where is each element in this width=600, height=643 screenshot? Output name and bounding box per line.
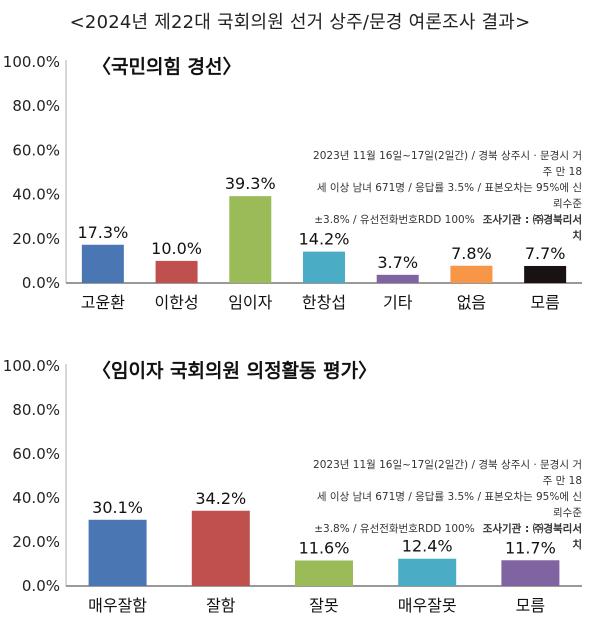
bar xyxy=(81,244,124,283)
y-tick-label: 40.0% xyxy=(12,186,60,204)
data-label: 7.8% xyxy=(451,244,492,263)
bar xyxy=(376,274,419,283)
bar xyxy=(398,558,457,586)
y-tick-label: 60.0% xyxy=(12,445,60,463)
survey-note-line: 세 이상 남녀 671명 / 응답률 3.5% / 표본오차는 95%에 신뢰수… xyxy=(316,491,582,519)
category-label: 매우잘못 xyxy=(398,596,457,615)
data-label: 39.3% xyxy=(225,174,276,193)
category-label: 모름 xyxy=(516,596,545,615)
survey-note-line: 2023년 11월 16일~17일(2일간) / 경북 상주시 · 문경시 거주… xyxy=(313,150,582,178)
data-label: 30.1% xyxy=(92,498,143,517)
survey-note: 2023년 11월 16일~17일(2일간) / 경북 상주시 · 문경시 거주… xyxy=(312,457,582,553)
bar xyxy=(501,560,560,586)
chart-primary-election: 0.0% 20.0% 40.0% 60.0% 80.0% 100.0% 17.3% 고윤환 10… xyxy=(0,40,600,330)
category-label: 매우잘함 xyxy=(88,596,147,615)
y-tick-label: 40.0% xyxy=(12,489,60,507)
y-tick-label: 20.0% xyxy=(12,533,60,551)
y-tick-label: 0.0% xyxy=(22,274,60,292)
category-label: 잘못 xyxy=(309,596,338,615)
bar xyxy=(155,260,198,283)
survey-note: 2023년 11월 16일~17일(2일간) / 경북 상주시 · 문경시 거주… xyxy=(312,148,582,244)
category-label: 고윤환 xyxy=(81,293,125,312)
y-tick-label: 80.0% xyxy=(12,97,60,115)
y-tick-label: 80.0% xyxy=(12,401,60,419)
data-label: 7.7% xyxy=(525,244,566,263)
category-label: 없음 xyxy=(457,293,486,312)
chart-performance-evaluation-svg: 0.0% 20.0% 40.0% 60.0% 80.0% 100.0% 30.1% 매우잘함 3… xyxy=(3,357,582,615)
category-label: 모름 xyxy=(530,293,559,312)
bar xyxy=(191,510,250,586)
category-label: 이한성 xyxy=(154,293,198,312)
data-label: 14.2% xyxy=(299,230,350,249)
category-label: 기타 xyxy=(383,293,413,312)
bar xyxy=(88,519,147,586)
survey-note-line-last: ±3.8% / 유선전화번호RDD 100% 조사기관 : ㈜경북리서치 xyxy=(312,521,582,553)
y-tick-label: 100.0% xyxy=(3,357,60,375)
data-label: 3.7% xyxy=(377,253,418,272)
survey-agency: 조사기관 : ㈜경북리서치 xyxy=(482,523,582,551)
chart-title: 〈국민의힘 경선〉 xyxy=(92,56,242,78)
data-label: 34.2% xyxy=(195,489,246,508)
bar xyxy=(303,251,345,283)
survey-note-line: ±3.8% / 유선전화번호RDD 100% xyxy=(314,214,475,226)
survey-note-line: 세 이상 남녀 671명 / 응답률 3.5% / 표본오차는 95%에 신뢰수… xyxy=(316,182,582,210)
data-label: 12.4% xyxy=(402,537,453,556)
survey-note-line: ±3.8% / 유선전화번호RDD 100% xyxy=(314,523,475,535)
chart-performance-evaluation: 0.0% 20.0% 40.0% 60.0% 80.0% 100.0% 30.1% 매우잘함 3… xyxy=(0,352,600,643)
survey-note-line: 2023년 11월 16일~17일(2일간) / 경북 상주시 · 문경시 거주… xyxy=(313,459,582,487)
survey-note-line-last: ±3.8% / 유선전화번호RDD 100% 조사기관 : ㈜경북리서치 xyxy=(312,212,582,244)
category-label: 임이자 xyxy=(228,293,272,312)
survey-agency: 조사기관 : ㈜경북리서치 xyxy=(482,214,582,242)
y-tick-label: 100.0% xyxy=(3,53,60,71)
data-label: 17.3% xyxy=(77,223,128,242)
y-tick-label: 20.0% xyxy=(12,230,60,248)
y-tick-label: 0.0% xyxy=(22,577,60,595)
data-label: 11.6% xyxy=(299,538,350,557)
data-label: 10.0% xyxy=(151,239,202,258)
chart-primary-election-svg: 0.0% 20.0% 40.0% 60.0% 80.0% 100.0% 17.3% 고윤환 10… xyxy=(3,53,582,312)
bar xyxy=(295,560,353,586)
bar xyxy=(450,265,493,283)
data-label: 11.7% xyxy=(505,538,556,557)
category-label: 잘함 xyxy=(206,596,236,615)
y-tick-label: 60.0% xyxy=(12,141,60,159)
bar xyxy=(524,265,567,283)
main-title: <2024년 제22대 국회의원 선거 상주/문경 여론조사 결과> xyxy=(69,12,531,33)
chart-title: 〈임이자 국회의원 의정활동 평가〉 xyxy=(92,360,378,382)
category-label: 한창섭 xyxy=(302,293,346,312)
bar xyxy=(229,196,272,283)
